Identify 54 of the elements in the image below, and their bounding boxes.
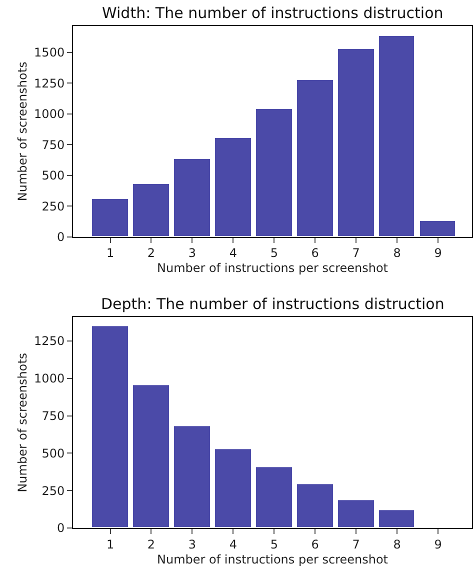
x-tick-label: 7 (352, 537, 360, 552)
x-tick-label: 8 (393, 246, 401, 260)
bar (419, 220, 456, 237)
x-tick-label: 4 (229, 246, 237, 260)
y-tick-label: 1000 (34, 107, 65, 122)
bar (214, 137, 252, 237)
y-tick-label: 250 (42, 199, 65, 214)
y-tick-label: 0 (56, 230, 65, 244)
y-tick-label: 750 (42, 408, 65, 423)
y-tick-label: 500 (42, 446, 65, 460)
x-tick-label: 1 (106, 246, 114, 260)
y-tick-label: 1500 (34, 46, 65, 60)
y-tick-label: 0 (56, 521, 65, 536)
y-tick-label: 1250 (34, 76, 65, 90)
chart-title: Depth: The number of instructions distruction (101, 295, 444, 313)
bar (91, 325, 129, 528)
x-tick-label: 5 (270, 246, 278, 260)
y-tick-label: 1250 (34, 334, 65, 348)
bar (91, 198, 129, 237)
y-tick-label: 500 (42, 168, 65, 183)
y-axis-title: Number of screenshots (15, 62, 30, 202)
y-tick-label: 250 (42, 484, 65, 498)
bar (173, 425, 211, 528)
x-tick-label: 8 (393, 537, 401, 552)
x-tick-label: 7 (352, 246, 360, 260)
x-tick-label: 1 (106, 537, 114, 552)
y-tick-label: 1000 (34, 372, 65, 386)
x-tick-label: 3 (188, 537, 196, 552)
bar (132, 183, 170, 237)
x-tick-label: 3 (188, 246, 196, 260)
x-tick-label: 2 (147, 537, 156, 552)
x-tick-label: 9 (434, 537, 442, 552)
bar (173, 158, 211, 237)
x-axis-title: Number of instructions per screenshot (156, 552, 388, 566)
bar (378, 509, 415, 528)
bar (132, 384, 170, 528)
x-tick-label: 2 (147, 246, 156, 260)
x-tick-label: 6 (311, 246, 319, 260)
chart-title: Width: The number of instructions distruction (102, 4, 444, 22)
bar (337, 499, 375, 528)
bar (296, 79, 334, 237)
bar (255, 466, 293, 528)
x-tick-label: 5 (270, 537, 278, 552)
x-tick-label: 9 (434, 246, 442, 260)
x-axis-title: Number of instructions per screenshot (156, 261, 388, 276)
bar (378, 35, 415, 237)
x-tick-label: 6 (311, 537, 319, 552)
y-tick-label: 750 (42, 138, 65, 152)
x-tick-label: 4 (229, 537, 237, 552)
bar (214, 448, 252, 528)
y-axis-title: Number of screenshots (15, 352, 30, 492)
bar (337, 48, 375, 237)
bar (255, 108, 293, 237)
bar (296, 483, 334, 528)
